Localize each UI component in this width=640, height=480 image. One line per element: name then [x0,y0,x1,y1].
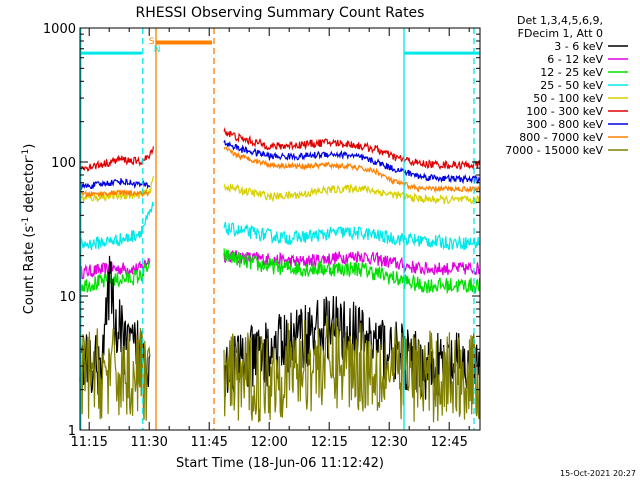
series-100-300-kev-segment-2 [223,126,481,171]
y-axis-label-mid: detector [22,157,37,217]
series-7000-15000-kev-segment-1 [79,328,151,421]
legend-header-1: Det 1,3,4,5,6,9, [517,14,603,27]
y-axis-label-main: Count Rate (s [22,226,37,315]
legend-label-800-7000-kev: 800 - 7000 keV [519,131,603,144]
x-tick-label-5: 12:30 [370,435,407,450]
series-layer [79,126,481,423]
y-tick-label-1: 10 [59,290,76,305]
series-7000-15000-kev-segment-2 [223,315,481,423]
flag-layer: SN [80,28,480,430]
legend-label-25-50-kev: 25 - 50 keV [540,79,603,92]
y-axis-label-sup2: -1 [21,149,31,158]
series-800-7000-kev-segment-1 [79,188,150,198]
series-6-12-kev-segment-2 [223,250,481,276]
y-axis-label-sup1: -1 [21,217,31,226]
x-tick-label-1: 11:30 [130,435,167,450]
axis-layer: 11:15 11:30 11:45 12:00 12:15 12:30 12:45 1 10 10… [43,22,480,450]
legend-label-300-800-kev: 300 - 800 keV [526,118,603,131]
legend-label-7000-15000-kev: 7000 - 15000 keV [505,144,603,157]
x-tick-label-4: 12:15 [310,435,347,450]
series-12-25-kev-segment-2 [223,248,481,294]
series-300-800-kev-segment-2 [223,140,481,185]
series-6-12-kev-segment-1 [79,258,151,280]
x-tick-label-3: 12:00 [250,435,287,450]
series-100-300-kev-segment-1 [79,146,154,172]
chart-title: RHESSI Observing Summary Count Rates [136,5,425,21]
series-12-25-kev-segment-1 [79,258,151,293]
x-tick-label-6: 12:45 [430,435,467,450]
series-25-50-kev-segment-1 [79,201,154,251]
legend: Det 1,3,4,5,6,9,FDecim 1, Att 03 - 6 keV… [505,14,628,157]
y-tick-label-2: 100 [51,156,76,171]
footer-timestamp: 15-Oct-2021 20:27 [560,469,636,478]
legend-label-6-12-kev: 6 - 12 keV [547,53,603,66]
x-tick-label-0: 11:15 [70,435,107,450]
flag-letter-s: S [149,37,155,47]
legend-header-2: FDecim 1, Att 0 [518,27,603,40]
y-axis-label: Count Rate (s-1 detector-1) [21,144,37,315]
series-25-50-kev-segment-2 [223,221,480,251]
plot-frame [79,27,481,431]
legend-label-12-25-kev: 12 - 25 keV [540,66,603,79]
x-tick-label-2: 11:45 [190,435,227,450]
legend-label-3-6-kev: 3 - 6 keV [554,40,603,53]
y-tick-label-0: 1 [68,424,76,439]
legend-label-100-300-kev: 100 - 300 keV [526,105,603,118]
y-tick-label-3: 1000 [43,22,76,37]
flag-letter-n: N [154,45,161,55]
x-axis-label: Start Time (18-Jun-06 11:12:42) [176,456,384,471]
series-50-100-kev-segment-2 [223,182,481,205]
series-800-7000-kev-segment-2 [223,146,481,194]
legend-label-50-100-kev: 50 - 100 keV [533,92,603,105]
y-axis-label-end: ) [22,144,37,149]
series-300-800-kev-segment-1 [79,178,151,191]
